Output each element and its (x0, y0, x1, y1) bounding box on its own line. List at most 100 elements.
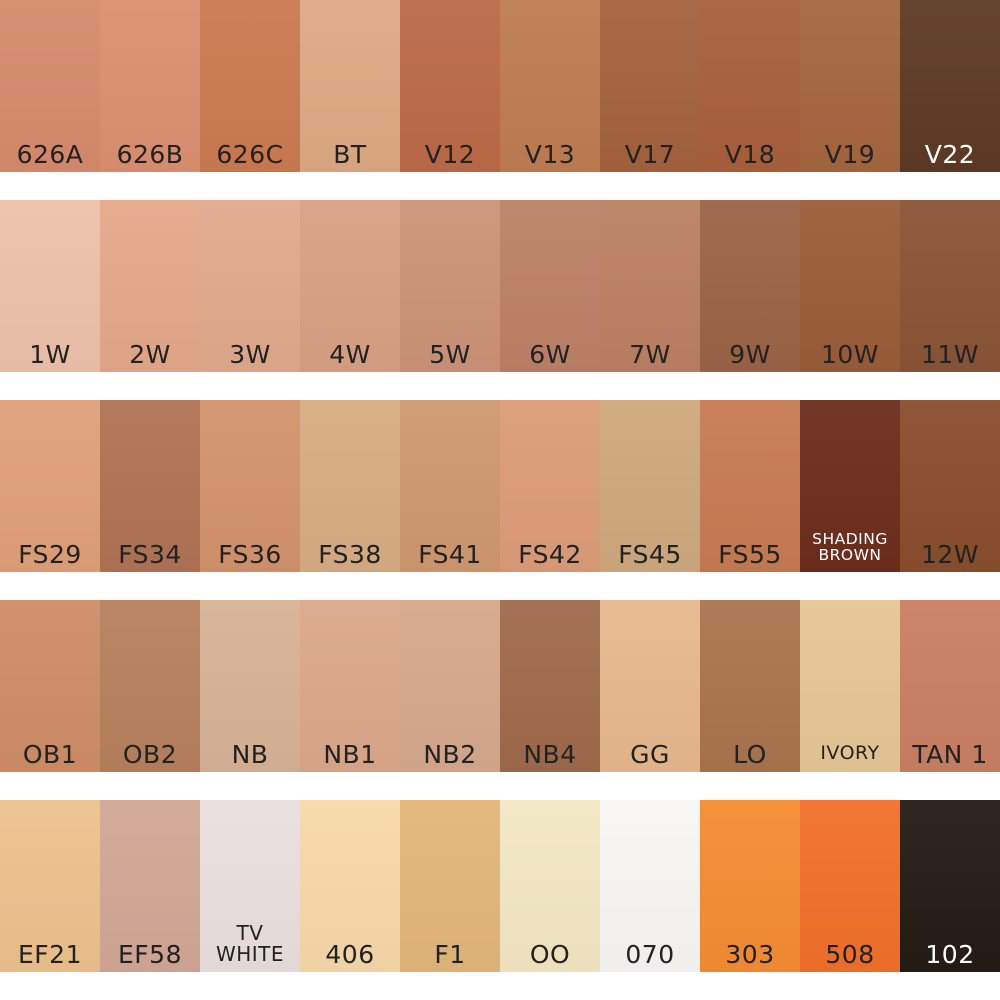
swatch-label: 4W (329, 340, 371, 369)
swatch-label: V13 (524, 140, 576, 169)
swatch-label: IVORY (820, 742, 880, 765)
swatch-label: F1 (434, 940, 466, 969)
swatch-fs36: FS36 (200, 400, 300, 572)
swatch-1w: 1W (0, 200, 100, 372)
swatch-row: OB1 OB2 NB NB1 NB2 NB4 GG LO IVORY TAN 1 (0, 600, 1000, 772)
swatch-label: FS38 (318, 540, 382, 569)
swatch-label: 508 (825, 940, 875, 969)
swatch-fs41: FS41 (400, 400, 500, 572)
swatch-label: 626C (216, 140, 284, 169)
swatch-row: FS29 FS34 FS36 FS38 FS41 FS42 FS45 FS55 SHADING … (0, 400, 1000, 572)
swatch-6w: 6W (500, 200, 600, 372)
swatch-nb: NB (200, 600, 300, 772)
swatch-label: 626A (16, 140, 84, 169)
swatch-10w: 10W (800, 200, 900, 372)
swatch-label: 2W (129, 340, 171, 369)
swatch-label: 406 (325, 940, 375, 969)
swatch-fs42: FS42 (500, 400, 600, 572)
swatch-label: NB4 (523, 740, 577, 769)
swatch-label: FS36 (218, 540, 282, 569)
swatch-oo: OO (500, 800, 600, 972)
swatch-label: FS45 (618, 540, 682, 569)
swatch-102: 102 (900, 800, 1000, 972)
swatch-label: 3W (229, 340, 271, 369)
swatch-070: 070 (600, 800, 700, 972)
swatch-label: FS34 (118, 540, 182, 569)
swatch-label: OB1 (22, 740, 78, 769)
swatch-fs45: FS45 (600, 400, 700, 572)
swatch-label: 070 (625, 940, 675, 969)
swatch-label: SHADING BROWN (812, 529, 888, 565)
swatch-label: V12 (424, 140, 476, 169)
swatch-label: 9W (729, 340, 771, 369)
swatch-f1: F1 (400, 800, 500, 972)
swatch-label: V17 (624, 140, 676, 169)
swatch-label: 102 (925, 940, 975, 969)
swatch-ob1: OB1 (0, 600, 100, 772)
swatch-7w: 7W (600, 200, 700, 372)
swatch-label: NB (231, 740, 269, 769)
swatch-v19: V19 (800, 0, 900, 172)
swatch-label: FS42 (518, 540, 582, 569)
swatch-ob2: OB2 (100, 600, 200, 772)
swatch-label: FS41 (418, 540, 482, 569)
swatch-label: V19 (824, 140, 876, 169)
swatch-fs29: FS29 (0, 400, 100, 572)
swatch-5w: 5W (400, 200, 500, 372)
swatch-ef58: EF58 (100, 800, 200, 972)
swatch-label: 7W (629, 340, 671, 369)
swatch-label: BT (333, 140, 367, 169)
swatch-11w: 11W (900, 200, 1000, 372)
swatch-label: 5W (429, 340, 471, 369)
swatch-label: V22 (924, 140, 976, 169)
swatch-label: 303 (725, 940, 775, 969)
swatch-3w: 3W (200, 200, 300, 372)
swatch-label: 12W (920, 540, 980, 569)
swatch-label: OO (529, 940, 571, 969)
swatch-tan-1: TAN 1 (900, 600, 1000, 772)
swatch-label: NB1 (323, 740, 377, 769)
swatch-label: 10W (820, 340, 880, 369)
swatch-label: LO (733, 740, 767, 769)
swatch-label: FS29 (18, 540, 82, 569)
swatch-508: 508 (800, 800, 900, 972)
swatch-label: 11W (920, 340, 980, 369)
swatch-row: EF21 EF58 TV WHITE 406 F1 OO 070 303 508 102 (0, 800, 1000, 972)
swatch-gg: GG (600, 600, 700, 772)
swatch-12w: 12W (900, 400, 1000, 572)
swatch-406: 406 (300, 800, 400, 972)
swatch-fs38: FS38 (300, 400, 400, 572)
swatch-bt: BT (300, 0, 400, 172)
swatch-ef21: EF21 (0, 800, 100, 972)
swatch-v12: V12 (400, 0, 500, 172)
swatch-4w: 4W (300, 200, 400, 372)
swatch-626a: 626A (0, 0, 100, 172)
swatch-2w: 2W (100, 200, 200, 372)
swatch-label: FS55 (718, 540, 782, 569)
swatch-label: TAN 1 (912, 740, 988, 769)
swatch-tv-white: TV WHITE (200, 800, 300, 972)
swatch-9w: 9W (700, 200, 800, 372)
swatch-nb2: NB2 (400, 600, 500, 772)
swatch-nb4: NB4 (500, 600, 600, 772)
swatch-label: 6W (529, 340, 571, 369)
swatch-ivory: IVORY (800, 600, 900, 772)
swatch-v22: V22 (900, 0, 1000, 172)
swatch-row: 626A 626B 626C BT V12 V13 V17 V18 V19 V22 (0, 0, 1000, 172)
swatch-v13: V13 (500, 0, 600, 172)
swatch-label: EF58 (118, 940, 182, 969)
swatch-label: EF21 (18, 940, 82, 969)
swatch-label: NB2 (423, 740, 477, 769)
swatch-nb1: NB1 (300, 600, 400, 772)
swatch-label: V18 (724, 140, 776, 169)
swatch-fs55: FS55 (700, 400, 800, 572)
swatch-shading-brown: SHADING BROWN (800, 400, 900, 572)
swatch-v18: V18 (700, 0, 800, 172)
swatch-303: 303 (700, 800, 800, 972)
swatch-label: OB2 (122, 740, 178, 769)
swatch-label: 626B (116, 140, 184, 169)
swatch-row: 1W 2W 3W 4W 5W 6W 7W 9W 10W 11W (0, 200, 1000, 372)
swatch-fs34: FS34 (100, 400, 200, 572)
swatch-v17: V17 (600, 0, 700, 172)
